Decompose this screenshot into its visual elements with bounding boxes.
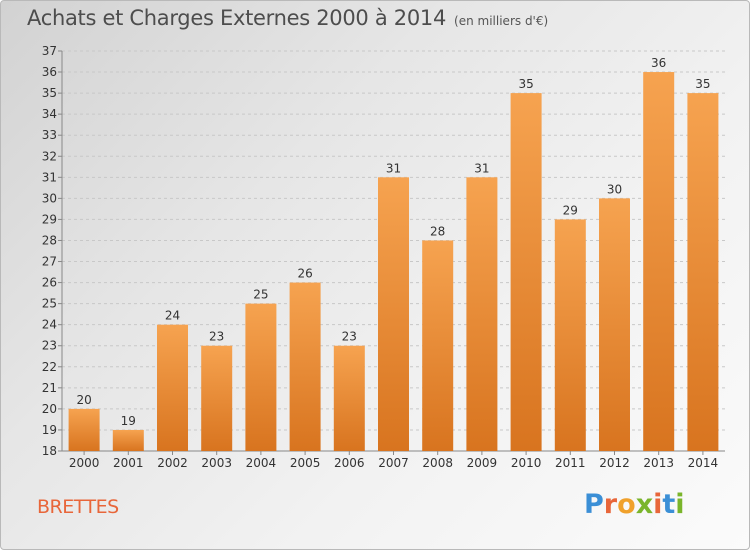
x-tick-label: 2008 bbox=[422, 456, 453, 470]
bar-2009 bbox=[466, 177, 498, 451]
y-tick-label: 29 bbox=[42, 212, 57, 226]
y-tick-label: 31 bbox=[42, 170, 57, 184]
data-label-2000: 20 bbox=[76, 393, 91, 407]
data-label-2002: 24 bbox=[165, 309, 180, 323]
data-label-2014: 35 bbox=[695, 77, 710, 91]
y-tick-label: 24 bbox=[42, 318, 57, 332]
bar-2010 bbox=[510, 93, 542, 452]
data-labels: 20 19 24 23 25 26 23 31 28 31 35 29 30 36 35 bbox=[76, 56, 710, 428]
y-tick-label: 27 bbox=[42, 255, 57, 269]
chart-title: Achats et Charges Externes 2000 à 2014 (e… bbox=[27, 6, 548, 30]
bar-2011 bbox=[554, 219, 586, 451]
logo-letter: r bbox=[603, 489, 618, 520]
title-unit: (en milliers d'€) bbox=[454, 14, 549, 28]
logo-letter: i bbox=[653, 489, 663, 520]
data-label-2001: 19 bbox=[121, 414, 136, 428]
bar-2014 bbox=[687, 93, 719, 452]
data-label-2010: 35 bbox=[518, 77, 533, 91]
y-tick-labels: 18 19 20 21 22 23 24 25 26 27 28 29 30 31 32 33 34 35 36 37 bbox=[42, 44, 57, 458]
x-tick-labels: 2000 2001 2002 2003 2004 2005 2006 2007 2008 2009… bbox=[69, 456, 718, 470]
bars bbox=[68, 72, 719, 452]
y-tick-label: 34 bbox=[42, 107, 57, 121]
x-tick-label: 2009 bbox=[467, 456, 498, 470]
x-tick-label: 2012 bbox=[599, 456, 630, 470]
x-tick-label: 2003 bbox=[201, 456, 232, 470]
bar-2013 bbox=[643, 72, 675, 451]
bar-2012 bbox=[599, 198, 630, 451]
proxiti-logo: Proxiti bbox=[584, 489, 685, 520]
data-label-2008: 28 bbox=[430, 224, 445, 238]
title-text: Achats et Charges Externes 2000 à 2014 bbox=[27, 6, 447, 30]
y-tick-label: 23 bbox=[42, 339, 57, 353]
x-tick-label: 2014 bbox=[688, 456, 719, 470]
logo-letter: P bbox=[584, 489, 604, 520]
data-label-2009: 31 bbox=[474, 161, 489, 175]
logo-letter: o bbox=[617, 489, 636, 520]
y-tick-label: 19 bbox=[42, 423, 57, 437]
data-label-2003: 23 bbox=[209, 330, 224, 344]
data-label-2012: 30 bbox=[607, 182, 622, 196]
y-tick-label: 30 bbox=[42, 191, 57, 205]
y-tick-label: 21 bbox=[42, 381, 57, 395]
bar-2001 bbox=[112, 429, 144, 451]
bar-2002 bbox=[157, 324, 188, 451]
y-tick-label: 28 bbox=[42, 233, 57, 247]
bar-2008 bbox=[422, 240, 454, 451]
data-label-2004: 25 bbox=[253, 288, 268, 302]
x-tick-label: 2001 bbox=[113, 456, 144, 470]
y-tick-label: 22 bbox=[42, 360, 57, 374]
x-tick-label: 2011 bbox=[555, 456, 586, 470]
data-label-2011: 29 bbox=[563, 203, 578, 217]
x-tick-label: 2000 bbox=[69, 456, 100, 470]
y-tick-label: 37 bbox=[42, 44, 57, 58]
bar-2005 bbox=[289, 282, 321, 451]
y-tick-label: 25 bbox=[42, 297, 57, 311]
data-label-2007: 31 bbox=[386, 161, 401, 175]
bar-2003 bbox=[201, 345, 233, 451]
x-tick-label: 2007 bbox=[378, 456, 409, 470]
x-tick-label: 2005 bbox=[290, 456, 321, 470]
y-tick-label: 20 bbox=[42, 402, 57, 416]
x-tick-label: 2010 bbox=[511, 456, 542, 470]
logo-letter: x bbox=[635, 489, 654, 520]
y-tick-label: 18 bbox=[42, 444, 57, 458]
x-tick-label: 2004 bbox=[246, 456, 277, 470]
bar-2007 bbox=[378, 177, 409, 451]
y-tick-label: 35 bbox=[42, 86, 57, 100]
logo-letter: t bbox=[662, 489, 676, 520]
x-tick-label: 2006 bbox=[334, 456, 365, 470]
y-tick-label: 36 bbox=[42, 65, 57, 79]
bar-2004 bbox=[245, 303, 277, 451]
x-tick-label: 2002 bbox=[157, 456, 188, 470]
place-name: BRETTES bbox=[37, 496, 119, 518]
data-label-2006: 23 bbox=[342, 330, 357, 344]
y-tick-label: 32 bbox=[42, 149, 57, 163]
y-tick-label: 26 bbox=[42, 276, 57, 290]
data-label-2005: 26 bbox=[297, 267, 312, 281]
bar-2006 bbox=[333, 345, 365, 451]
y-tick-label: 33 bbox=[42, 128, 57, 142]
x-tick-label: 2013 bbox=[643, 456, 674, 470]
logo-letter: i bbox=[675, 489, 685, 520]
bar-2000 bbox=[68, 408, 100, 451]
data-label-2013: 36 bbox=[651, 56, 666, 70]
